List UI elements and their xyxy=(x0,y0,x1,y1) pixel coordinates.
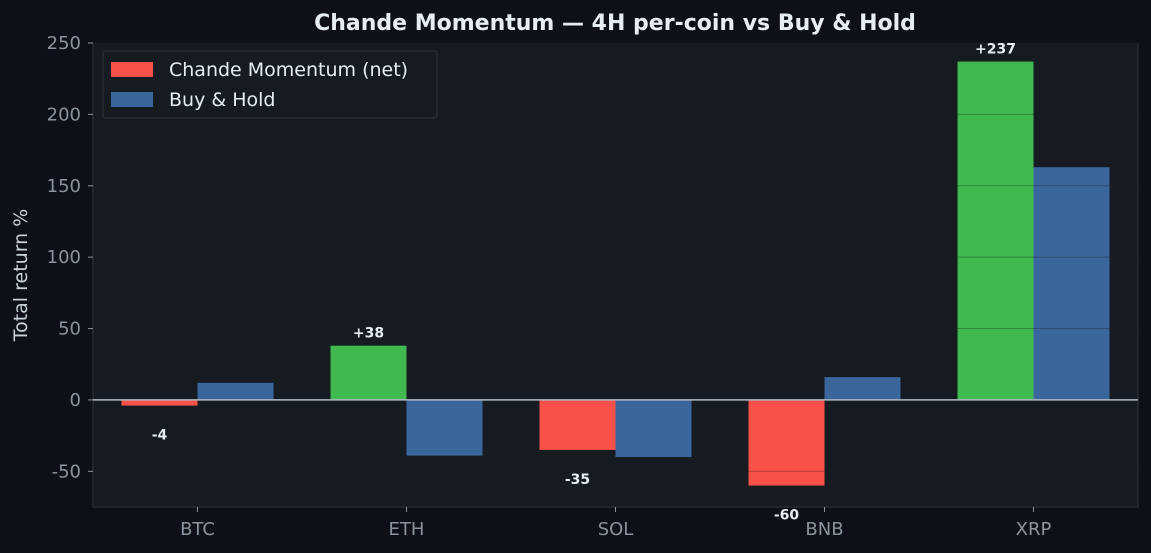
x-tick-label-xrp: XRP xyxy=(1016,519,1052,540)
x-tick-label-btc: BTC xyxy=(180,519,215,540)
labels-layer: -4 +38 -35 -60 +237 xyxy=(152,42,1016,524)
y-tick-label: 250 xyxy=(47,33,81,54)
legend-label-strategy: Chande Momentum (net) xyxy=(169,59,408,81)
x-tick-label-bnb: BNB xyxy=(805,519,843,540)
bar-strategy-eth xyxy=(330,345,407,400)
legend: Chande Momentum (net) Buy & Hold xyxy=(102,50,438,119)
bar-buy-hold-btc xyxy=(197,382,274,400)
y-tick-label: 100 xyxy=(47,247,81,268)
bar-strategy-btc xyxy=(121,399,198,406)
legend-box xyxy=(102,50,438,119)
bar-buy-hold-eth xyxy=(406,399,483,456)
y-tick-label: -50 xyxy=(52,461,81,482)
bar-buy-hold-sol xyxy=(615,399,692,458)
bars-layer xyxy=(121,61,1110,486)
data-label-bnb: -60 xyxy=(774,508,800,524)
x-tick-label-sol: SOL xyxy=(598,519,634,540)
data-label-btc: -4 xyxy=(152,428,168,444)
bar-buy-hold-bnb xyxy=(824,377,901,400)
bar-strategy-xrp xyxy=(957,61,1034,400)
bar-strategy-bnb xyxy=(748,399,825,486)
data-label-eth: +38 xyxy=(353,326,384,342)
y-tick-label: 0 xyxy=(70,390,81,411)
bar-buy-hold-xrp xyxy=(1033,167,1110,400)
y-axis: -50 0 50 100 150 200 250 xyxy=(47,33,93,482)
chart-title: Chande Momentum — 4H per-coin vs Buy & H… xyxy=(314,11,916,36)
x-tick-label-eth: ETH xyxy=(389,519,425,540)
legend-swatch-strategy xyxy=(111,62,153,77)
data-label-xrp: +237 xyxy=(975,42,1016,58)
y-tick-label: 200 xyxy=(47,104,81,125)
y-axis-label: Total return % xyxy=(10,209,32,343)
y-tick-label: 50 xyxy=(58,319,81,340)
legend-label-buy-hold: Buy & Hold xyxy=(169,89,275,111)
x-axis: BTC ETH SOL BNB XRP xyxy=(180,507,1051,540)
data-label-sol: -35 xyxy=(565,472,590,488)
legend-swatch-buy-hold xyxy=(111,92,153,107)
y-tick-label: 150 xyxy=(47,176,81,197)
bar-strategy-sol xyxy=(539,399,616,450)
